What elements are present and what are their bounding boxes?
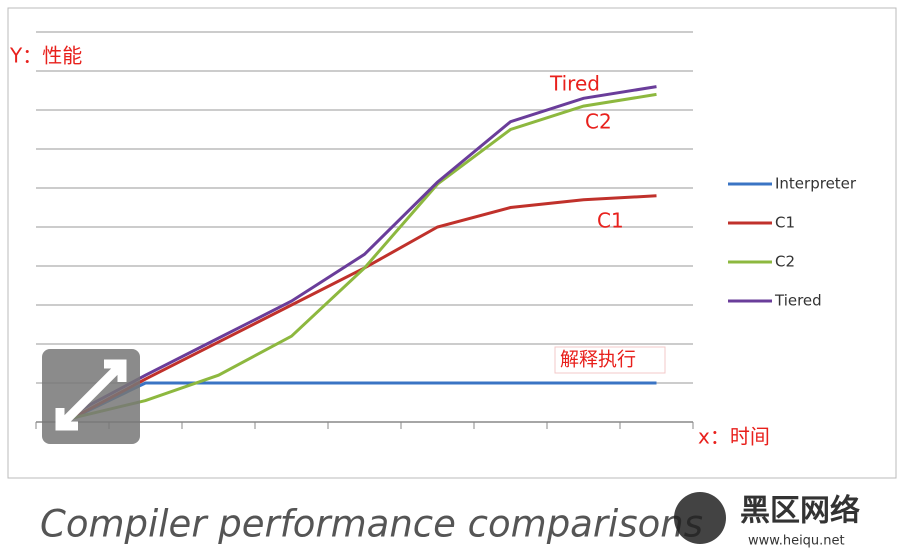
legend-label: C2 [775,253,795,271]
annotation: x：时间 [698,425,770,449]
series-line [71,381,657,420]
series-line [72,92,657,420]
annotation: Tired [549,72,600,96]
watermark-url: www.heiqu.net [748,534,845,549]
legend-label: Interpreter [775,175,857,193]
legend-label: Tiered [774,292,822,310]
caption: Compiler performance comparisons [40,503,703,546]
series-line [71,85,657,416]
annotation: Y：性能 [9,44,82,68]
annotation-box [554,346,666,374]
expand-icon [42,349,140,444]
annotation: 解释执行 [560,349,636,371]
watermark-logo [674,492,726,544]
chart-frame [7,7,897,479]
annotation: C2 [585,110,612,134]
legend-label: C1 [775,214,795,232]
annotation: C1 [597,209,624,233]
watermark-title: 黑区网络 [740,494,860,529]
